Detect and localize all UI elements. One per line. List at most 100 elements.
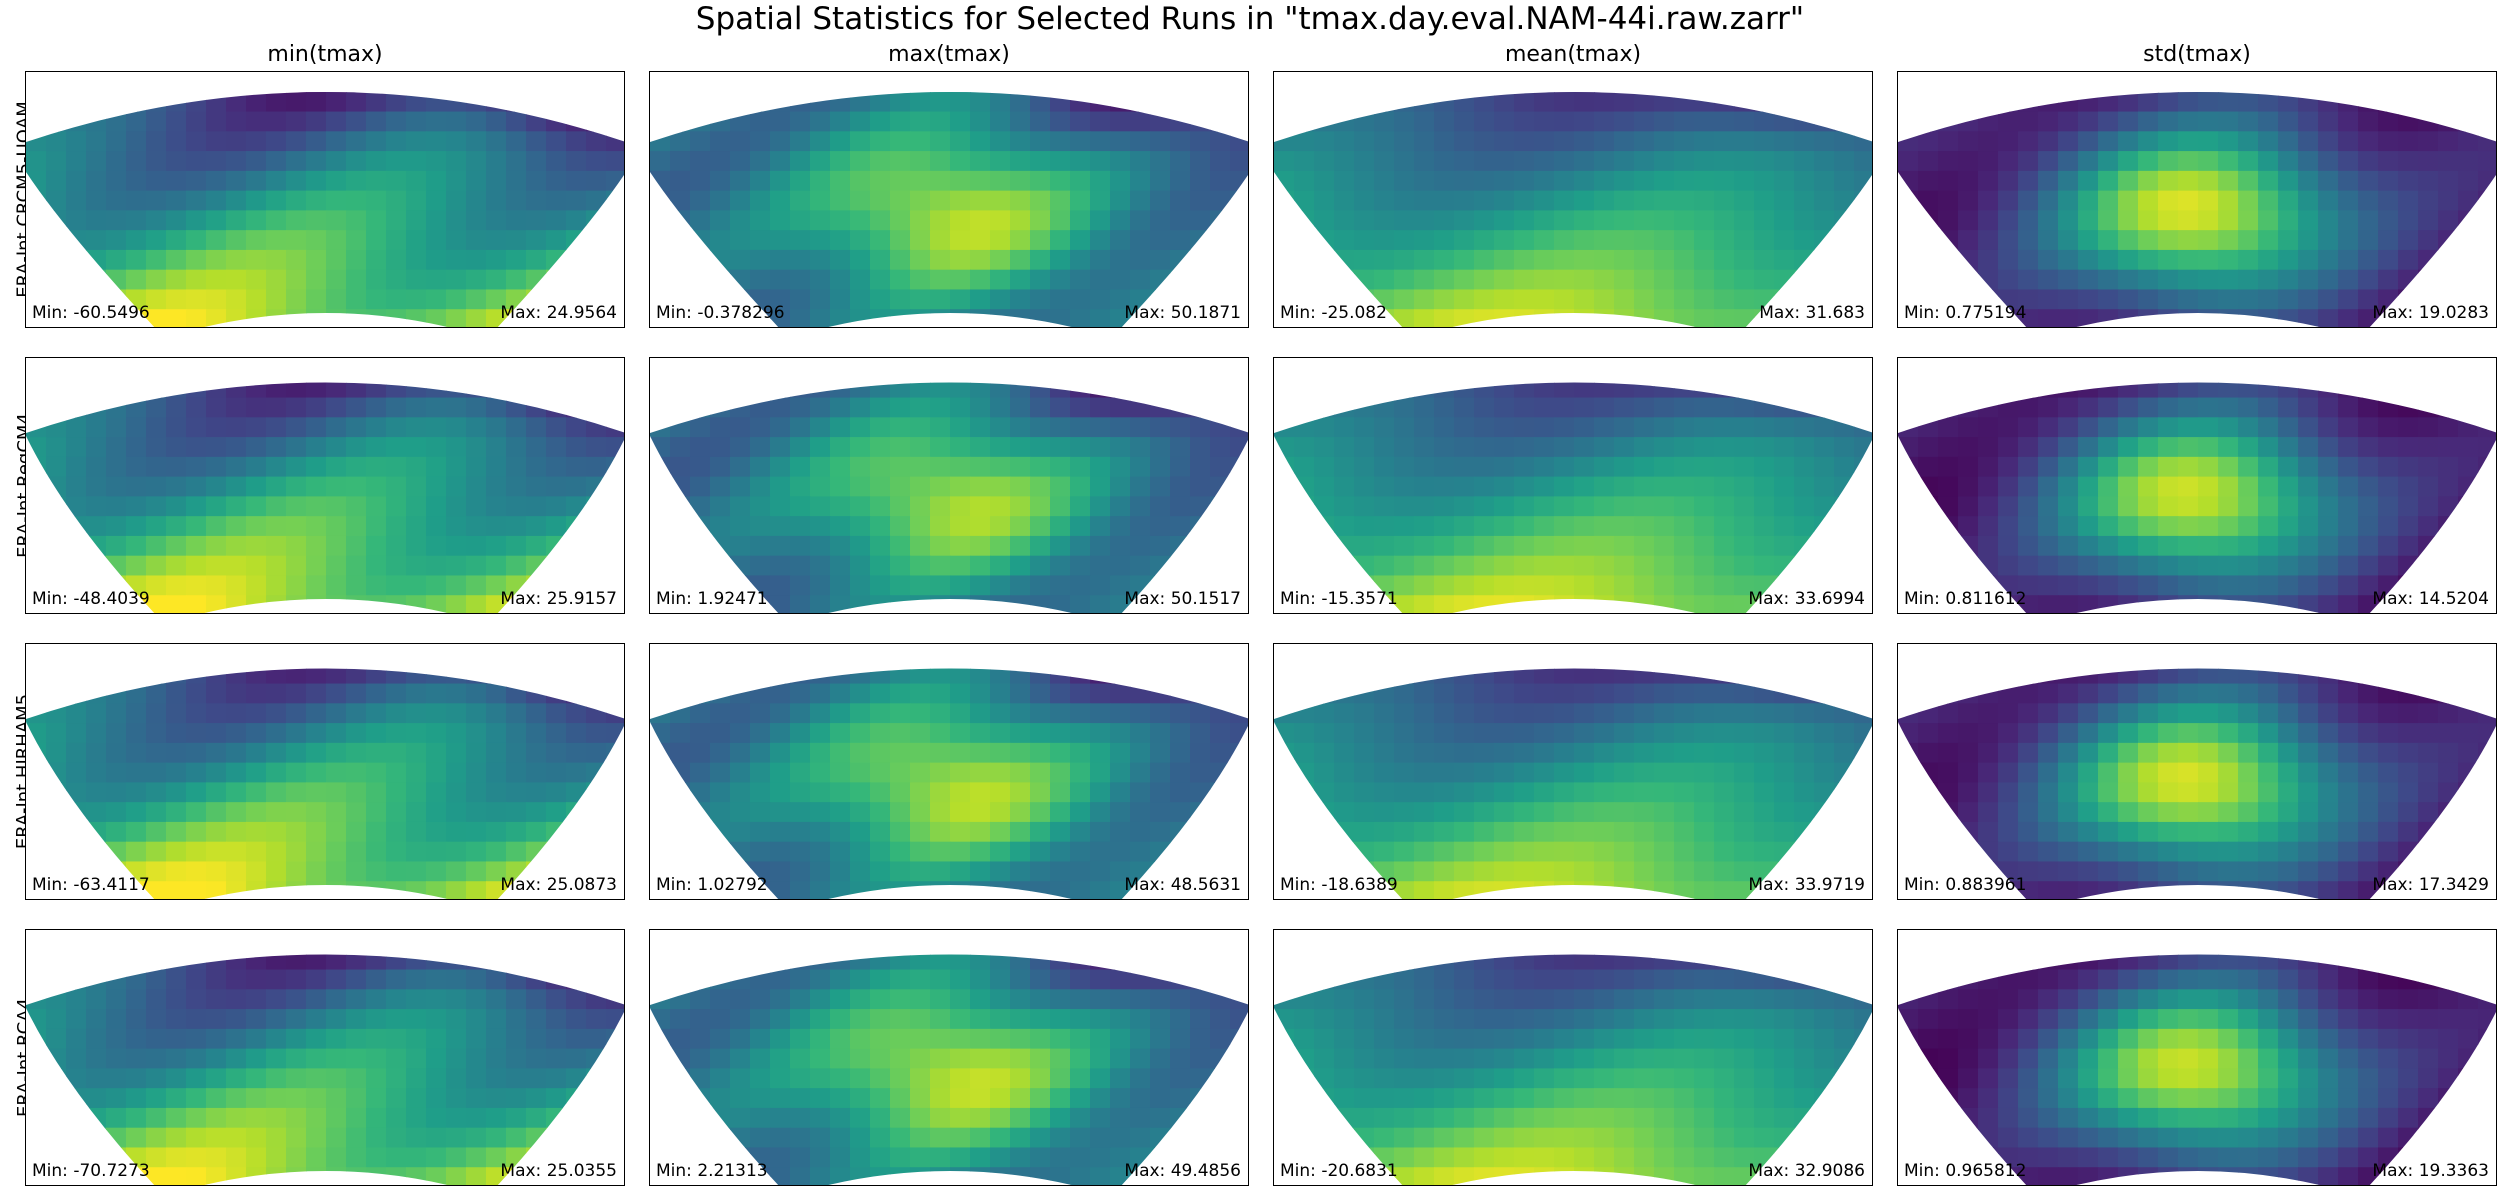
heatmap-cell — [1170, 151, 1191, 172]
heatmap-cell — [1714, 742, 1735, 764]
heatmap-cell — [710, 782, 731, 803]
heatmap-cell — [950, 476, 971, 497]
heatmap-cell — [870, 382, 891, 399]
heatmap-cell — [2218, 111, 2239, 132]
heatmap-cell — [2258, 358, 2279, 378]
heatmap-cell — [306, 762, 327, 783]
heatmap-cell — [670, 397, 691, 418]
heatmap-cell — [1374, 683, 1395, 704]
heatmap-cell — [850, 382, 871, 399]
heatmap-cell — [1734, 382, 1755, 399]
heatmap-cell — [1494, 595, 1515, 613]
heatmap-cell — [126, 969, 147, 990]
heatmap-cell — [306, 131, 327, 152]
heatmap-cell — [2218, 170, 2239, 192]
heatmap-cell — [266, 151, 287, 172]
heatmap-cell — [2278, 782, 2299, 803]
heatmap-cell — [2138, 269, 2159, 291]
heatmap-cell — [1314, 111, 1335, 132]
heatmap-cell — [2418, 210, 2439, 231]
heatmap-cell — [246, 723, 267, 744]
heatmap-cell — [2018, 382, 2039, 399]
heatmap-cell — [1050, 703, 1071, 724]
heatmap-cell — [1514, 644, 1535, 664]
heatmap-cell — [1794, 397, 1815, 418]
heatmap-cell — [1634, 762, 1655, 783]
heatmap-cell — [950, 782, 971, 803]
heatmap-cell — [2298, 92, 2319, 113]
heatmap-cell — [1374, 782, 1395, 803]
heatmap-cell — [106, 782, 127, 803]
heatmap-cell — [1834, 703, 1855, 724]
heatmap-cell — [1978, 802, 1999, 823]
heatmap-cell — [830, 742, 851, 764]
heatmap-cell — [950, 249, 971, 271]
heatmap-cell — [1394, 595, 1415, 613]
heatmap-cell — [790, 437, 811, 458]
heatmap-cell — [770, 723, 791, 744]
heatmap-cell — [1494, 762, 1515, 783]
heatmap-cell — [206, 417, 227, 438]
max-stat: Max: 25.9157 — [500, 589, 617, 609]
heatmap-cell — [850, 535, 871, 557]
heatmap-cell — [2238, 131, 2259, 152]
heatmap-cell — [2198, 210, 2219, 231]
heatmap-cell — [1774, 742, 1795, 764]
heatmap-cell — [1090, 742, 1111, 764]
heatmap-cell — [166, 151, 187, 172]
heatmap-cell — [1110, 131, 1131, 152]
heatmap-cell — [1414, 269, 1435, 291]
heatmap-image — [26, 92, 624, 327]
heatmap-cell — [486, 190, 507, 211]
heatmap-cell — [990, 476, 1011, 497]
heatmap-cell — [1110, 358, 1131, 378]
heatmap-cell — [1514, 309, 1535, 327]
heatmap-cell — [286, 309, 307, 327]
heatmap-cell — [606, 723, 624, 744]
heatmap-cell — [1010, 742, 1031, 764]
heatmap-cell — [930, 397, 951, 418]
heatmap-cell — [2018, 782, 2039, 803]
heatmap-cell — [1694, 210, 1715, 231]
heatmap-cell — [2278, 644, 2299, 664]
heatmap-cell — [2038, 190, 2059, 211]
heatmap-cell — [486, 92, 507, 113]
heatmap-cell — [1998, 437, 2019, 458]
heatmap-cell — [1394, 437, 1415, 458]
heatmap-cells — [1898, 92, 2496, 327]
heatmap-cell — [770, 249, 791, 271]
heatmap-cell — [1010, 309, 1031, 327]
heatmap-cell — [1514, 668, 1535, 685]
heatmap-cell — [1230, 249, 1248, 271]
heatmap-cell — [366, 190, 387, 211]
heatmap-cell — [2458, 683, 2479, 704]
heatmap-cell — [1394, 762, 1415, 783]
heatmap-cell — [2298, 190, 2319, 211]
heatmap-cell — [2218, 437, 2239, 458]
heatmap-cell — [1534, 516, 1555, 537]
heatmap-cell — [466, 269, 487, 291]
heatmap-cell — [1854, 535, 1872, 557]
heatmap-cell — [1814, 92, 1835, 113]
heatmap-cell — [26, 269, 47, 291]
heatmap-cell — [690, 230, 711, 251]
heatmap-cell — [506, 456, 527, 478]
heatmap-cell — [346, 1028, 367, 1050]
heatmap-cell — [1654, 723, 1675, 744]
heatmap-cell — [46, 496, 67, 517]
heatmap-cell — [1734, 595, 1755, 613]
heatmap-cell — [730, 111, 751, 132]
heatmap-cell — [366, 954, 387, 971]
heatmap-cell — [1334, 151, 1355, 172]
heatmap-cell — [730, 358, 751, 378]
heatmap-cell — [2058, 668, 2079, 685]
heatmap-cell — [2378, 92, 2399, 93]
heatmap-cell — [586, 151, 607, 172]
heatmap-cell — [466, 92, 487, 93]
heatmap-cell — [306, 476, 327, 497]
heatmap-cell — [1898, 496, 1919, 517]
heatmap-cell — [446, 1009, 467, 1030]
heatmap-cell — [1614, 151, 1635, 172]
heatmap-panel: Min: -48.4039 Max: 25.9157 — [25, 357, 625, 614]
heatmap-cell — [1714, 535, 1735, 557]
